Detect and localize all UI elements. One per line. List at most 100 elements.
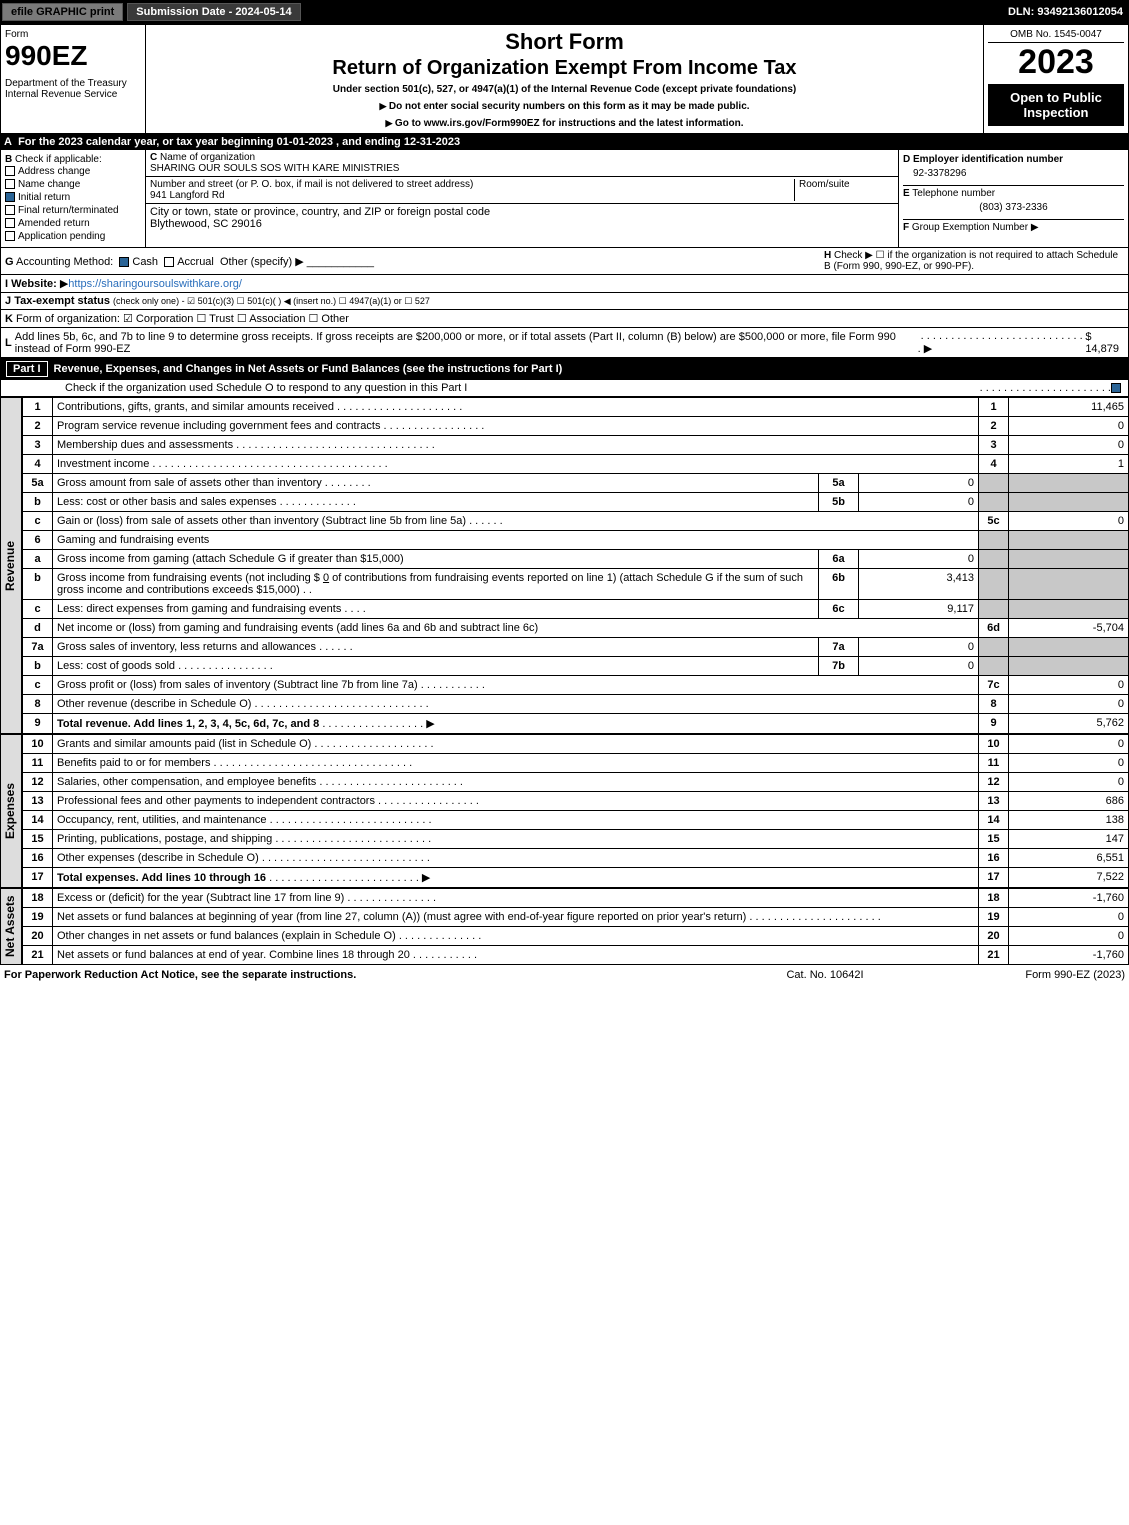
netassets-table: 18Excess or (deficit) for the year (Subt… xyxy=(22,888,1129,965)
lbl-address-change: Address change xyxy=(18,166,90,177)
part-i-label: Part I xyxy=(6,361,48,377)
row-l-text: Add lines 5b, 6c, and 7b to line 9 to de… xyxy=(15,331,918,355)
form-note-2: Go to www.irs.gov/Form990EZ for instruct… xyxy=(150,118,979,129)
page-footer: For Paperwork Reduction Act Notice, see … xyxy=(0,965,1129,985)
lbl-name-change: Name change xyxy=(18,179,80,190)
val-line-5a: 0 xyxy=(859,474,979,493)
val-line-19: 0 xyxy=(1009,908,1129,927)
org-name-label: Name of organization xyxy=(160,152,255,163)
lbl-other-method: Other (specify) xyxy=(220,256,292,268)
form-of-org-label: Form of organization: xyxy=(16,313,120,325)
table-row: 3Membership dues and assessments . . . .… xyxy=(23,436,1129,455)
val-line-2: 0 xyxy=(1009,417,1129,436)
form-title-2: Return of Organization Exempt From Incom… xyxy=(150,57,979,80)
col-c-org-info: C Name of organization SHARING OUR SOULS… xyxy=(146,150,898,247)
val-line-11: 0 xyxy=(1009,754,1129,773)
efile-print-button[interactable]: efile GRAPHIC print xyxy=(2,3,123,21)
phone-value: (803) 373-2336 xyxy=(903,199,1124,219)
chk-address-change[interactable] xyxy=(5,166,15,176)
omb-number: OMB No. 1545-0047 xyxy=(988,29,1124,43)
dln-label: DLN: 93492136012054 xyxy=(1002,6,1129,18)
chk-cash[interactable] xyxy=(119,257,129,267)
table-row: 13Professional fees and other payments t… xyxy=(23,792,1129,811)
row-k-form-org: K Form of organization: ☑ Corporation ☐ … xyxy=(0,310,1129,328)
val-line-9: 5,762 xyxy=(1009,714,1129,734)
table-row: 15Printing, publications, postage, and s… xyxy=(23,830,1129,849)
val-line-16: 6,551 xyxy=(1009,849,1129,868)
ein-label: Employer identification number xyxy=(913,154,1063,165)
val-line-18: -1,760 xyxy=(1009,889,1129,908)
table-row: 18Excess or (deficit) for the year (Subt… xyxy=(23,889,1129,908)
val-line-12: 0 xyxy=(1009,773,1129,792)
revenue-vertical-label: Revenue xyxy=(0,397,22,734)
table-row: cGross profit or (loss) from sales of in… xyxy=(23,676,1129,695)
expenses-table: 10Grants and similar amounts paid (list … xyxy=(22,734,1129,888)
chk-application-pending[interactable] xyxy=(5,231,15,241)
footer-left: For Paperwork Reduction Act Notice, see … xyxy=(4,969,725,981)
val-line-15: 147 xyxy=(1009,830,1129,849)
tax-year: 2023 xyxy=(988,43,1124,82)
val-line-1: 11,465 xyxy=(1009,398,1129,417)
website-link[interactable]: https://sharingoursoulswithkare.org/ xyxy=(68,278,242,290)
val-line-5b: 0 xyxy=(859,493,979,512)
table-row: 8Other revenue (describe in Schedule O) … xyxy=(23,695,1129,714)
chk-accrual[interactable] xyxy=(164,257,174,267)
val-line-21: -1,760 xyxy=(1009,946,1129,965)
val-line-7a: 0 xyxy=(859,638,979,657)
form-of-org-text: ☑ Corporation ☐ Trust ☐ Association ☐ Ot… xyxy=(123,312,349,325)
submission-date-button[interactable]: Submission Date - 2024-05-14 xyxy=(127,3,300,21)
accounting-method-label: Accounting Method: xyxy=(16,256,113,268)
row-i-website: I Website: ▶https://sharingoursoulswithk… xyxy=(0,275,1129,293)
expenses-vertical-label: Expenses xyxy=(0,734,22,888)
table-row: 17Total expenses. Add lines 10 through 1… xyxy=(23,868,1129,888)
lbl-final-return: Final return/terminated xyxy=(18,205,119,216)
table-row: 20Other changes in net assets or fund ba… xyxy=(23,927,1129,946)
street-value: 941 Langford Rd xyxy=(150,190,225,201)
val-line-7b: 0 xyxy=(859,657,979,676)
chk-name-change[interactable] xyxy=(5,179,15,189)
table-row: dNet income or (loss) from gaming and fu… xyxy=(23,619,1129,638)
form-note-1: Do not enter social security numbers on … xyxy=(150,101,979,112)
row-h-text: Check ▶ ☐ if the organization is not req… xyxy=(824,250,1118,272)
room-label: Room/suite xyxy=(799,179,850,190)
row-j-tax-exempt: J Tax-exempt status (check only one) - ☑… xyxy=(0,293,1129,310)
top-bar: efile GRAPHIC print Submission Date - 20… xyxy=(0,0,1129,24)
table-row: 12Salaries, other compensation, and empl… xyxy=(23,773,1129,792)
chk-final-return[interactable] xyxy=(5,205,15,215)
val-line-10: 0 xyxy=(1009,735,1129,754)
table-row: 5aGross amount from sale of assets other… xyxy=(23,474,1129,493)
val-line-14: 138 xyxy=(1009,811,1129,830)
footer-catalog: Cat. No. 10642I xyxy=(725,969,925,981)
val-line-7c: 0 xyxy=(1009,676,1129,695)
table-row: 4Investment income . . . . . . . . . . .… xyxy=(23,455,1129,474)
table-row: bLess: cost of goods sold . . . . . . . … xyxy=(23,657,1129,676)
table-row: cGain or (loss) from sale of assets othe… xyxy=(23,512,1129,531)
part-i-check-row: Check if the organization used Schedule … xyxy=(0,380,1129,397)
form-header: Form 990EZ Department of the Treasury In… xyxy=(0,24,1129,134)
table-row: aGross income from gaming (attach Schedu… xyxy=(23,550,1129,569)
table-row: 11Benefits paid to or for members . . . … xyxy=(23,754,1129,773)
ein-value: 92-3378296 xyxy=(903,165,1124,185)
group-exemption-label: Group Exemption Number xyxy=(912,222,1028,233)
part-i-title: Revenue, Expenses, and Changes in Net As… xyxy=(54,363,563,375)
lbl-accrual: Accrual xyxy=(177,256,214,268)
row-l-gross-receipts: L Add lines 5b, 6c, and 7b to line 9 to … xyxy=(0,328,1129,358)
table-row: cLess: direct expenses from gaming and f… xyxy=(23,600,1129,619)
table-row: bGross income from fundraising events (n… xyxy=(23,569,1129,600)
lbl-initial-return: Initial return xyxy=(18,192,70,203)
table-row: 9Total revenue. Add lines 1, 2, 3, 4, 5c… xyxy=(23,714,1129,734)
table-row: 7aGross sales of inventory, less returns… xyxy=(23,638,1129,657)
chk-amended-return[interactable] xyxy=(5,218,15,228)
table-row: 10Grants and similar amounts paid (list … xyxy=(23,735,1129,754)
val-line-13: 686 xyxy=(1009,792,1129,811)
table-row: bLess: cost or other basis and sales exp… xyxy=(23,493,1129,512)
chk-initial-return[interactable] xyxy=(5,192,15,202)
val-line-20: 0 xyxy=(1009,927,1129,946)
part-i-check-text: Check if the organization used Schedule … xyxy=(5,382,980,394)
table-row: 2Program service revenue including gover… xyxy=(23,417,1129,436)
line-a: A For the 2023 calendar year, or tax yea… xyxy=(0,134,1129,150)
street-label: Number and street (or P. O. box, if mail… xyxy=(150,179,473,190)
table-row: 1Contributions, gifts, grants, and simil… xyxy=(23,398,1129,417)
chk-schedule-o-part1[interactable] xyxy=(1111,383,1121,393)
lbl-cash: Cash xyxy=(132,256,158,268)
